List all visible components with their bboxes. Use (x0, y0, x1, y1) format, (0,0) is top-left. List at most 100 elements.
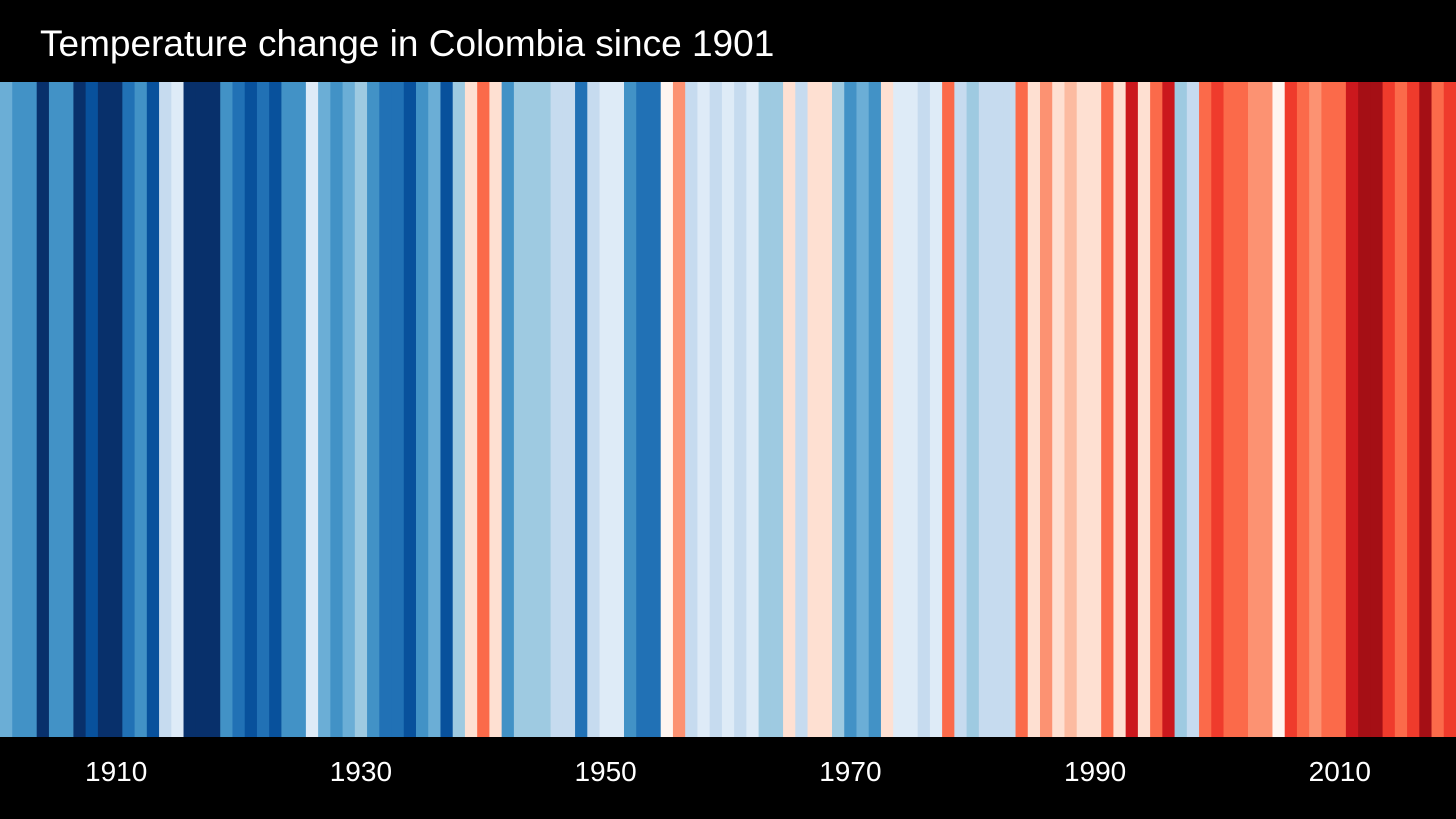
x-axis-ticks: 1910 1930 1950 1970 1990 2010 (0, 737, 1456, 819)
stripe-1945 (538, 82, 552, 737)
stripe-1987 (1052, 82, 1066, 737)
stripe-1946 (550, 82, 564, 737)
stripe-1986 (1040, 82, 1053, 737)
stripe-1967 (807, 82, 821, 737)
stripe-1904 (36, 82, 50, 737)
stripe-1996 (1162, 82, 1176, 737)
stripe-1950 (599, 82, 613, 737)
stripe-1938 (452, 82, 466, 737)
stripe-1977 (929, 82, 943, 737)
stripe-1956 (672, 82, 686, 737)
stripe-1901 (0, 82, 13, 737)
stripe-1935 (416, 82, 429, 737)
stripe-1905 (48, 82, 62, 737)
stripe-1999 (1199, 82, 1212, 737)
stripe-2013 (1370, 82, 1384, 737)
stripe-1966 (795, 82, 809, 737)
stripe-1940 (477, 82, 491, 737)
stripe-2000 (1211, 82, 1225, 737)
stripe-1988 (1064, 82, 1078, 737)
stripe-1951 (611, 82, 625, 737)
stripe-2018 (1431, 82, 1445, 737)
stripe-1974 (893, 82, 907, 737)
x-tick-label: 1950 (574, 756, 637, 787)
stripe-2012 (1358, 82, 1371, 737)
stripe-1962 (746, 82, 760, 737)
x-tick-label: 1990 (1063, 756, 1127, 787)
stripe-1964 (770, 82, 784, 737)
stripe-1965 (783, 82, 796, 737)
stripe-1980 (966, 82, 980, 737)
stripe-1934 (403, 82, 417, 737)
stripe-1906 (61, 82, 75, 737)
stripe-1991 (1101, 82, 1115, 737)
stripe-1923 (269, 82, 283, 737)
x-tick-label: 1910 (85, 756, 148, 787)
stripe-2006 (1284, 82, 1298, 737)
stripe-2010 (1333, 82, 1347, 737)
stripe-1989 (1076, 82, 1090, 737)
x-tick-label: 2010 (1308, 756, 1371, 787)
stripe-1947 (562, 82, 576, 737)
stripe-1907 (73, 82, 87, 737)
stripe-1903 (24, 82, 38, 737)
stripe-1997 (1174, 82, 1188, 737)
stripe-1979 (954, 82, 968, 737)
stripe-1961 (734, 82, 747, 737)
stripe-2001 (1223, 82, 1237, 737)
stripe-1922 (256, 82, 270, 737)
stripe-1995 (1150, 82, 1163, 737)
stripe-2019 (1443, 82, 1456, 737)
stripe-1915 (171, 82, 185, 737)
stripe-1970 (844, 82, 858, 737)
stripe-1975 (905, 82, 919, 737)
stripe-1916 (183, 82, 197, 737)
stripe-2002 (1235, 82, 1249, 737)
stripe-1971 (856, 82, 870, 737)
stripe-1912 (134, 82, 148, 737)
x-tick-label: 1930 (329, 756, 393, 787)
stripe-1921 (244, 82, 258, 737)
stripe-1944 (526, 82, 539, 737)
stripe-1978 (942, 82, 955, 737)
stripe-1931 (367, 82, 380, 737)
stripe-1936 (428, 82, 442, 737)
stripe-1992 (1113, 82, 1127, 737)
stripe-1943 (513, 82, 527, 737)
stripe-2004 (1260, 82, 1274, 737)
stripe-1982 (991, 82, 1004, 737)
stripe-2007 (1296, 82, 1310, 737)
stripe-1933 (391, 82, 405, 737)
stripe-1957 (685, 82, 699, 737)
stripe-1948 (575, 82, 588, 737)
stripe-1928 (330, 82, 344, 737)
stripe-2017 (1419, 82, 1433, 737)
stripe-1955 (660, 82, 674, 737)
stripe-1920 (232, 82, 246, 737)
stripe-1929 (342, 82, 356, 737)
stripe-2003 (1248, 82, 1261, 737)
stripe-1937 (440, 82, 454, 737)
stripe-1924 (281, 82, 295, 737)
stripe-2008 (1309, 82, 1323, 737)
stripe-1973 (880, 82, 894, 737)
stripe-1911 (122, 82, 136, 737)
stripe-1990 (1088, 82, 1102, 737)
stripe-1910 (110, 82, 123, 737)
stripe-1968 (819, 82, 833, 737)
stripe-1942 (501, 82, 515, 737)
stripe-2011 (1345, 82, 1359, 737)
stripe-1913 (146, 82, 160, 737)
stripe-1917 (195, 82, 209, 737)
chart-title: Temperature change in Colombia since 190… (40, 23, 775, 64)
stripe-1927 (318, 82, 331, 737)
stripe-1985 (1027, 82, 1041, 737)
stripe-1981 (978, 82, 992, 737)
stripe-1939 (464, 82, 478, 737)
stripe-1954 (648, 82, 662, 737)
stripe-1932 (379, 82, 393, 737)
stripe-1926 (305, 82, 319, 737)
stripe-2016 (1407, 82, 1420, 737)
stripe-1984 (1015, 82, 1029, 737)
